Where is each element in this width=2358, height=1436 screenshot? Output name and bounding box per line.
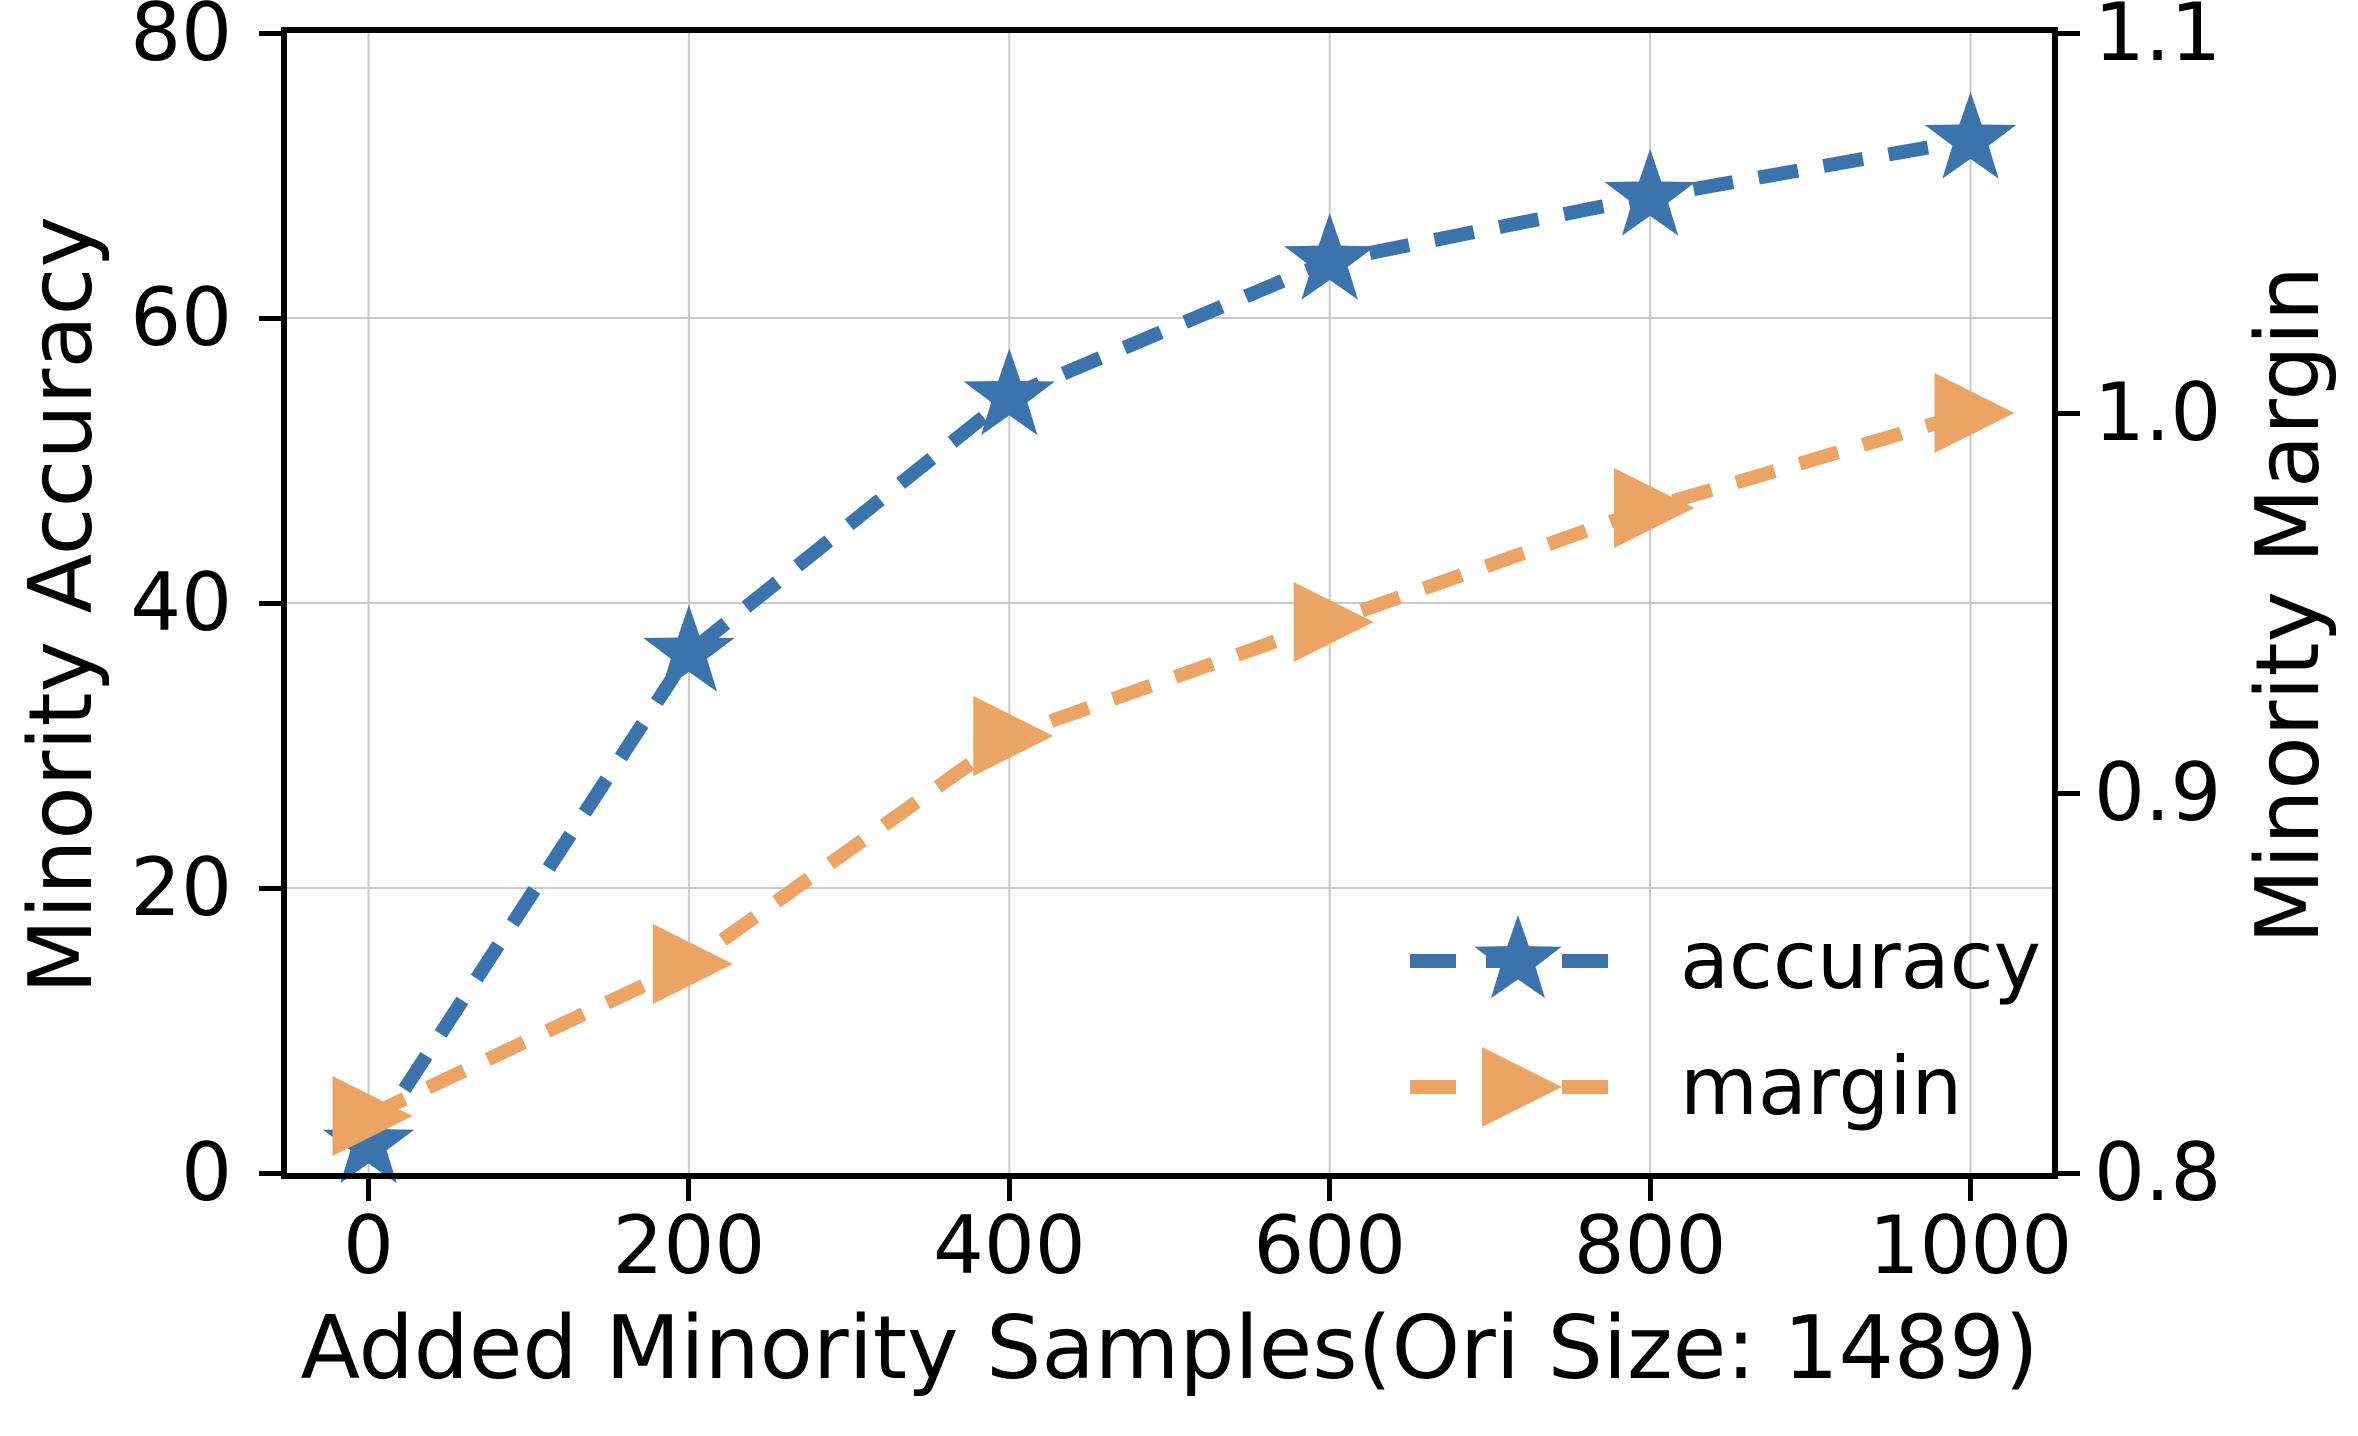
margin-triangle-marker-icon [1402,1047,1634,1127]
x-tick-label: 400 [932,1199,1086,1292]
legend-item-margin: margin [1398,1024,2041,1150]
x-tick-mark [366,1179,371,1201]
y-tick-label-left: 0 [181,1126,232,1219]
plot-area [287,33,2052,1184]
margin-legend-marker [1482,1047,1562,1127]
legend: accuracy margin [1398,898,2041,1150]
x-tick-mark [1006,1179,1012,1201]
x-tick-mark [1327,1179,1333,1201]
y-tick-mark-left [259,30,281,36]
margin-marker [332,1076,413,1156]
margin-marker [652,924,733,1004]
y-tick-label-right: 0.9 [2094,746,2222,839]
legend-item-accuracy: accuracy [1398,898,2041,1024]
y-tick-mark-right [2058,1170,2080,1176]
accuracy-marker [643,604,735,692]
gridlines-layer [287,33,2052,1173]
margin-marker [1614,468,1695,548]
legend-label-accuracy: accuracy [1680,914,2041,1007]
y-tick-mark-left [259,315,281,321]
x-tick-label: 200 [612,1199,766,1292]
y-tick-mark-right [2058,30,2080,36]
y-tick-label-left: 60 [130,271,232,364]
y-axis-label-right: Minority Margin [2237,266,2339,944]
y-tick-label-right: 1.1 [2094,0,2222,79]
margin-marker [1293,582,1374,662]
x-tick-label: 0 [343,1199,394,1292]
accuracy-marker [963,348,1055,436]
margin-marker [973,696,1054,776]
accuracy-marker [1924,91,2017,179]
x-tick-mark [686,1179,692,1201]
y-tick-mark-right [2058,410,2080,416]
y-tick-label-right: 0.8 [2094,1126,2222,1219]
y-tick-label-left: 40 [130,556,232,649]
accuracy-marker [322,1096,415,1184]
x-tick-label: 800 [1573,1199,1727,1292]
series-layer [322,91,2017,1184]
margin-marker [1934,373,2015,453]
accuracy-star-marker-icon [1402,915,1634,999]
accuracy-legend-marker [1474,915,1562,999]
y-tick-mark-right [2058,790,2080,796]
accuracy-line [362,133,1972,1149]
x-axis-label: Added Minority Samples(Ori Size: 1489) [300,1297,2039,1399]
y-tick-mark-left [259,600,281,606]
plot-border [281,27,2058,1179]
legend-label-margin: margin [1680,1040,1963,1133]
margin-line [365,406,1973,1123]
y-tick-label-left: 20 [130,841,232,934]
x-tick-label: 600 [1253,1199,1407,1292]
x-tick-label: 1000 [1868,1199,2073,1292]
y-tick-label-right: 1.0 [2094,366,2222,459]
x-tick-mark [1647,1179,1653,1201]
accuracy-marker [1284,213,1376,300]
y-axis-label-left: Minority Accuracy [10,216,112,994]
y-tick-mark-left [259,885,281,891]
y-tick-label-left: 80 [130,0,232,79]
accuracy-marker [1604,148,1696,236]
x-tick-mark [1968,1179,1973,1201]
y-tick-mark-left [259,1170,281,1176]
